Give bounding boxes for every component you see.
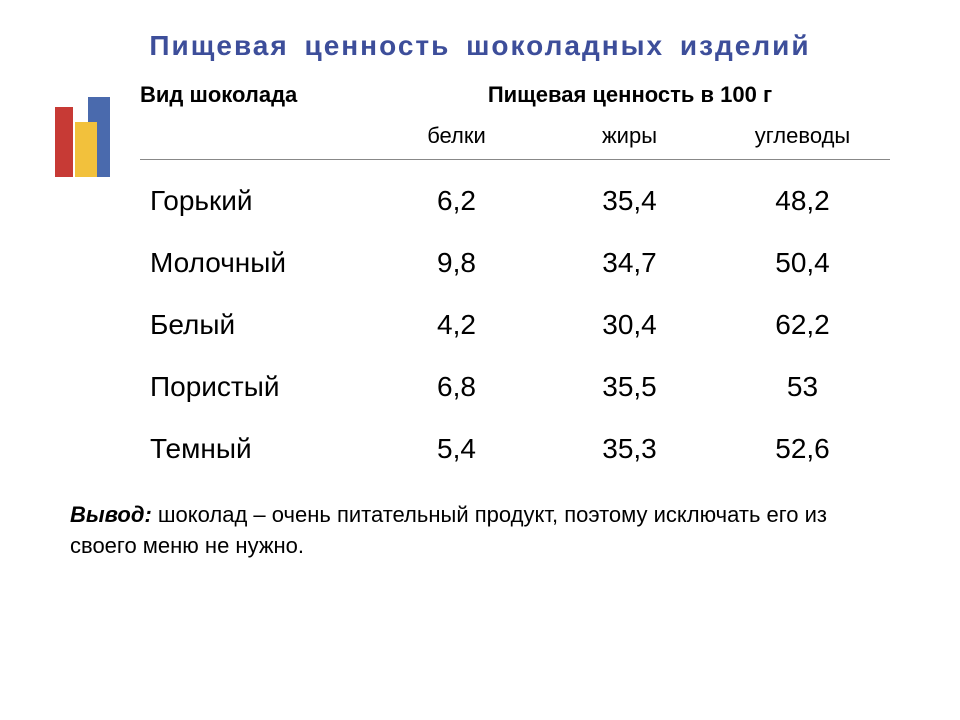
row-label: Белый xyxy=(140,309,370,341)
cell-protein: 5,4 xyxy=(370,433,543,465)
row-label: Пористый xyxy=(140,371,370,403)
conclusion-text: Вывод: шоколад – очень питательный проду… xyxy=(70,500,890,562)
cell-carbs: 62,2 xyxy=(716,309,889,341)
cell-carbs: 52,6 xyxy=(716,433,889,465)
header-protein: белки xyxy=(370,123,543,149)
nutrition-table: Вид шоколада Пищевая ценность в 100 г бе… xyxy=(140,82,890,465)
conclusion-label: Вывод: xyxy=(70,502,152,527)
table-row: Молочный 9,8 34,7 50,4 xyxy=(140,247,890,279)
table-row: Пористый 6,8 35,5 53 xyxy=(140,371,890,403)
header-nutrition: Пищевая ценность в 100 г xyxy=(370,82,890,108)
table-row: Горький 6,2 35,4 48,2 xyxy=(140,185,890,217)
table-row: Темный 5,4 35,3 52,6 xyxy=(140,433,890,465)
cell-fat: 35,3 xyxy=(543,433,716,465)
row-label: Темный xyxy=(140,433,370,465)
bars-icon xyxy=(55,87,115,177)
header-fat: жиры xyxy=(543,123,716,149)
cell-fat: 35,5 xyxy=(543,371,716,403)
cell-protein: 9,8 xyxy=(370,247,543,279)
cell-protein: 6,2 xyxy=(370,185,543,217)
table-row: Белый 4,2 30,4 62,2 xyxy=(140,309,890,341)
header-spacer xyxy=(140,123,370,149)
row-label: Молочный xyxy=(140,247,370,279)
header-type: Вид шоколада xyxy=(140,82,370,108)
cell-carbs: 50,4 xyxy=(716,247,889,279)
bar-red xyxy=(55,107,73,177)
slide-title: Пищевая ценность шоколадных изделий xyxy=(70,30,890,62)
content-area: Вид шоколада Пищевая ценность в 100 г бе… xyxy=(70,82,890,465)
conclusion-body: шоколад – очень питательный продукт, поэ… xyxy=(70,502,827,558)
cell-fat: 30,4 xyxy=(543,309,716,341)
cell-protein: 4,2 xyxy=(370,309,543,341)
bar-yellow xyxy=(75,122,97,177)
cell-protein: 6,8 xyxy=(370,371,543,403)
row-label: Горький xyxy=(140,185,370,217)
cell-carbs: 48,2 xyxy=(716,185,889,217)
cell-carbs: 53 xyxy=(716,371,889,403)
header-carbs: углеводы xyxy=(716,123,889,149)
table-header-row1: Вид шоколада Пищевая ценность в 100 г xyxy=(140,82,890,108)
cell-fat: 35,4 xyxy=(543,185,716,217)
cell-fat: 34,7 xyxy=(543,247,716,279)
table-header-row2: белки жиры углеводы xyxy=(140,123,890,160)
